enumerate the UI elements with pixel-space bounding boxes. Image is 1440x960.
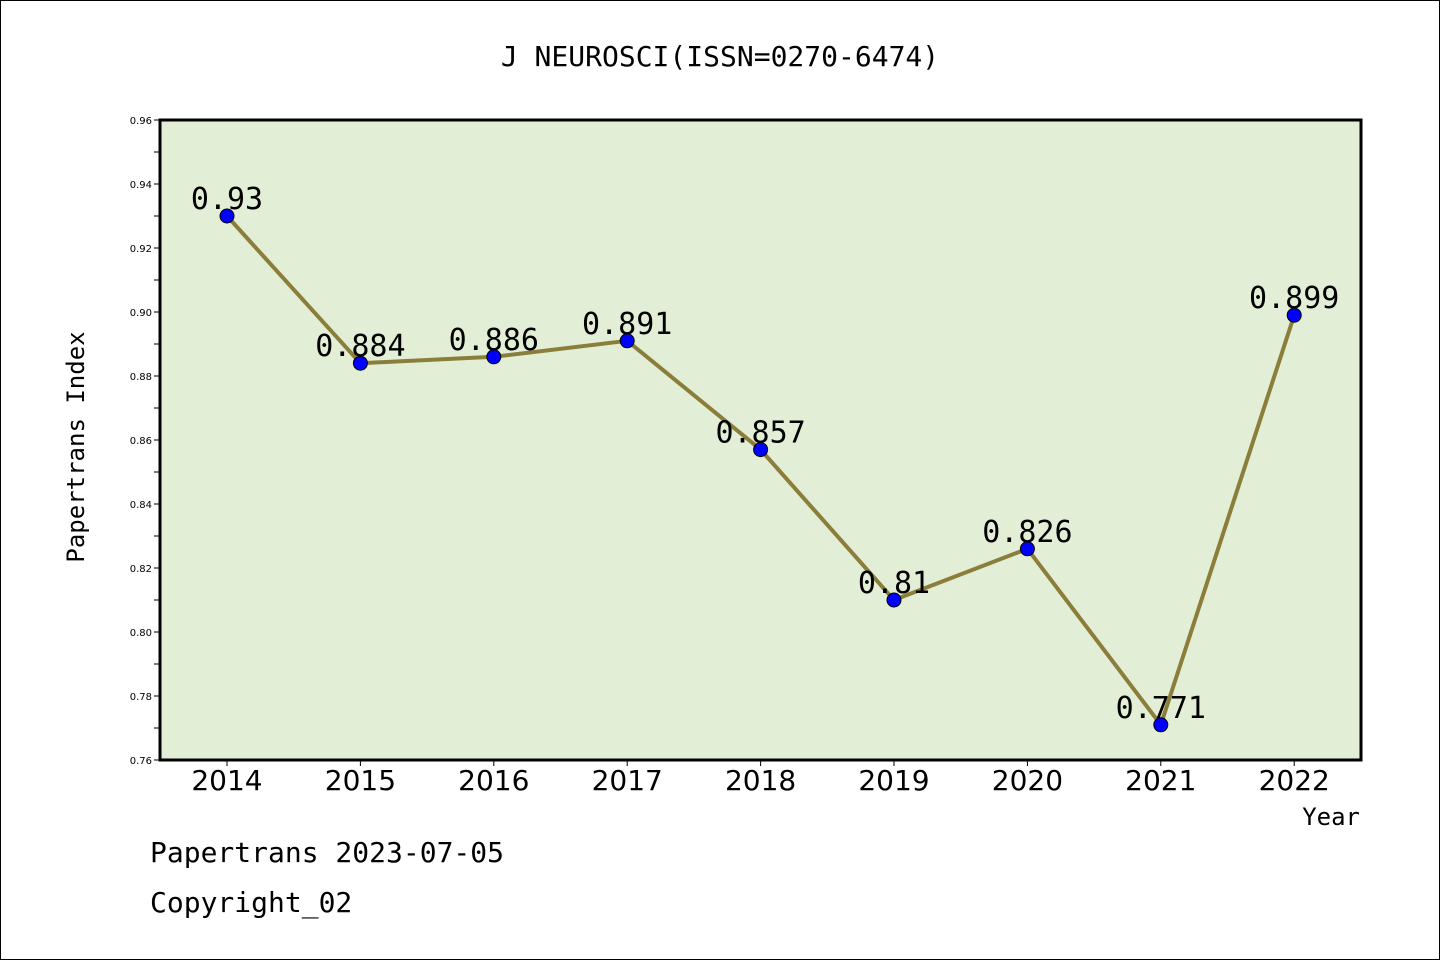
data-label: 0.891 [582, 307, 672, 342]
data-label: 0.884 [315, 329, 405, 364]
data-label: 0.771 [1116, 691, 1206, 726]
y-tick-label: 0.90 [130, 308, 152, 319]
data-point-marker [1153, 717, 1169, 733]
x-axis-label: Year [1302, 803, 1360, 831]
data-point-marker [486, 349, 502, 365]
data-label: 0.857 [715, 416, 805, 451]
data-label: 0.93 [191, 182, 263, 217]
x-tick-label: 2014 [191, 764, 262, 797]
y-axis-label: Papertrans Index [62, 331, 90, 562]
data-point-marker [619, 333, 635, 349]
y-tick-label: 0.86 [130, 436, 152, 447]
plot-area [158, 118, 1363, 762]
y-tick-label: 0.94 [130, 180, 152, 191]
y-tick-label: 0.84 [130, 500, 152, 511]
data-label: 0.81 [858, 566, 930, 601]
data-label: 0.826 [982, 515, 1072, 550]
footer-date: Papertrans 2023-07-05 [150, 836, 505, 869]
x-tick-label: 2020 [992, 764, 1063, 797]
x-axis: 2014 2015 2016 2017 2018 2019 2020 2021 2022 [191, 760, 1330, 797]
y-axis: 0.76 0.78 0.80 0.82 0.84 0.86 0.88 0.90 0.92 0.94… [130, 116, 160, 767]
x-tick-label: 2018 [725, 764, 796, 797]
x-tick-label: 2015 [325, 764, 396, 797]
x-tick-label: 2019 [858, 764, 929, 797]
y-tick-label: 0.96 [130, 116, 152, 127]
data-label: 0.886 [449, 323, 539, 358]
x-tick-label: 2022 [1259, 764, 1330, 797]
y-tick-label: 0.82 [130, 564, 152, 575]
x-tick-label: 2017 [592, 764, 663, 797]
y-tick-label: 0.76 [130, 756, 152, 767]
data-label: 0.899 [1249, 281, 1339, 316]
data-point-marker [753, 442, 769, 458]
data-point-marker [352, 355, 368, 371]
footer-copyright: Copyright_02 [150, 886, 353, 919]
series-markers-group [219, 208, 1302, 733]
data-point-marker [1286, 307, 1302, 323]
y-tick-label: 0.92 [130, 244, 152, 255]
y-tick-label: 0.88 [130, 372, 152, 383]
data-point-marker [1019, 541, 1035, 557]
data-point-marker [886, 592, 902, 608]
x-tick-label: 2021 [1125, 764, 1196, 797]
data-point-marker [219, 208, 235, 224]
data-labels-group: 0.93 0.884 0.886 0.891 0.857 0.81 0.826 0.771 0.… [191, 182, 1339, 726]
y-tick-label: 0.78 [130, 692, 152, 703]
x-tick-label: 2016 [458, 764, 529, 797]
y-tick-label: 0.80 [130, 628, 152, 639]
chart-title: J NEUROSCI(ISSN=0270-6474) [501, 40, 939, 73]
